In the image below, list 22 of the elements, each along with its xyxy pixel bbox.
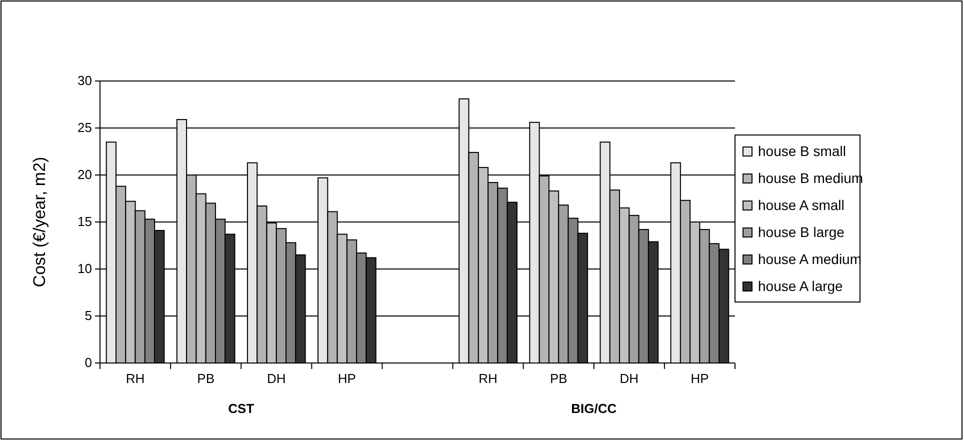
text: BIG/CC <box>571 401 618 416</box>
x-tick-label: HP <box>690 370 709 386</box>
x-tick-label: PB <box>550 370 568 386</box>
x-tick-label: DH <box>620 370 639 386</box>
y-tick-label: 15 <box>78 214 92 230</box>
y-tick-label: 20 <box>78 167 92 182</box>
y-tick-label: 5 <box>84 308 92 324</box>
x-tick-label: RH <box>126 370 145 386</box>
legend-label: house A large <box>758 278 844 294</box>
legend-label: house A small <box>758 197 844 213</box>
y-tick-label: 30 <box>78 73 92 88</box>
legend-label: house B large <box>758 224 845 240</box>
x-tick-label: RH <box>478 370 498 386</box>
y-tick-label: 25 <box>78 120 92 136</box>
legend-label: house B small <box>758 143 846 159</box>
text: CST <box>228 401 254 416</box>
x-tick-label: PB <box>197 370 215 386</box>
y-tick-label: 10 <box>78 261 92 276</box>
x-tick-label: DH <box>267 370 286 386</box>
y-axis-title: Cost (€/year, m2) <box>30 156 49 288</box>
x-tick-label: HP <box>338 370 356 386</box>
y-tick-label: 0 <box>84 355 92 370</box>
